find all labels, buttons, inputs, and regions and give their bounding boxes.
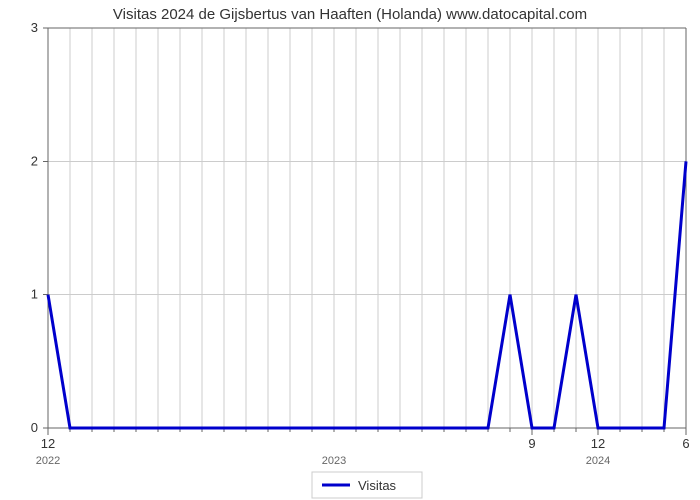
x-tick-label: 12 (41, 436, 55, 451)
x-tick-label: 12 (591, 436, 605, 451)
y-tick-label: 0 (31, 420, 38, 435)
y-tick-label: 2 (31, 153, 38, 168)
x-year-label: 2023 (322, 455, 346, 467)
legend: Visitas (312, 472, 422, 498)
x-tick-label: 6 (682, 436, 689, 451)
y-tick-label: 3 (31, 20, 38, 35)
x-tick-label: 9 (528, 436, 535, 451)
line-chart: 0123 129126 202220232024 Visitas (0, 0, 700, 500)
x-year-label: 2024 (586, 455, 610, 467)
legend-label: Visitas (358, 478, 397, 493)
y-tick-label: 1 (31, 287, 38, 302)
x-year-label: 2022 (36, 455, 60, 467)
